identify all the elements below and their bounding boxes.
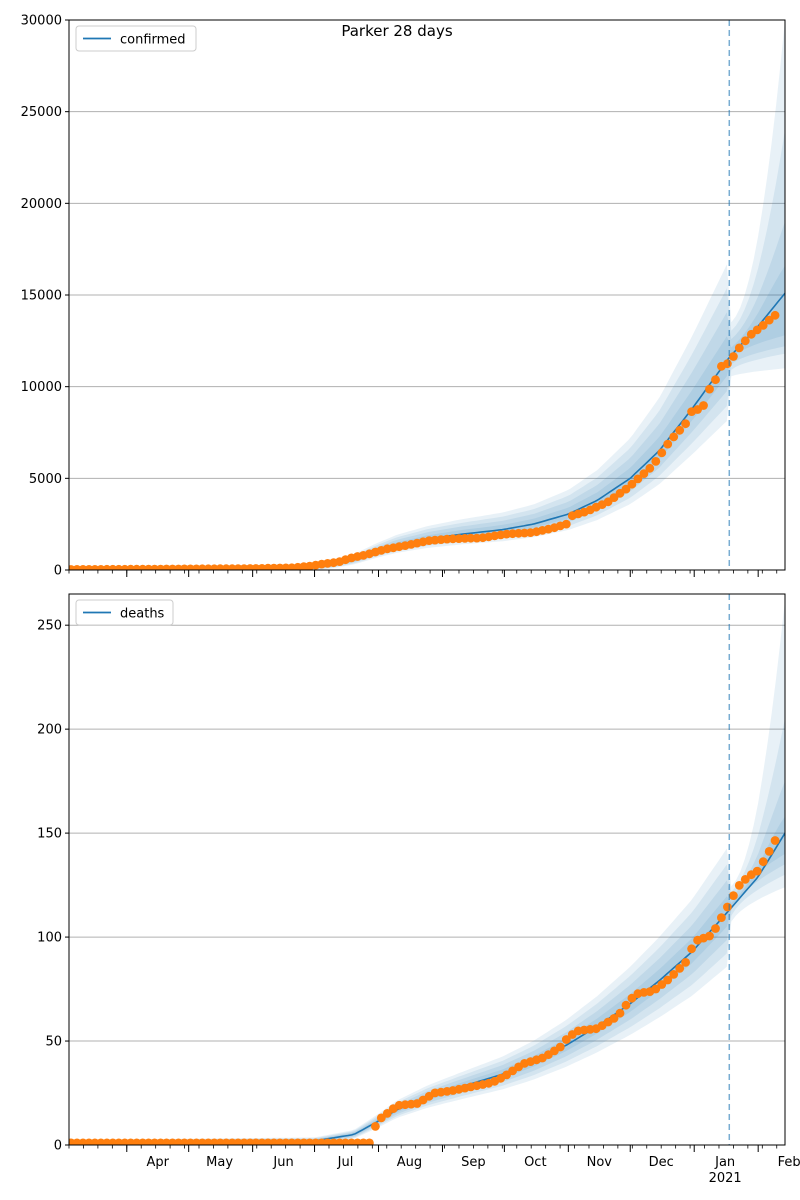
deaths-axes-frame xyxy=(68,593,786,1146)
xtick-label-8: Dec xyxy=(649,1155,674,1170)
deaths-legend: deaths xyxy=(75,599,174,626)
confirmed-observed-point-111 xyxy=(729,352,738,361)
deaths-observed-point-103 xyxy=(681,958,690,967)
deaths-observed-point-50 xyxy=(365,1138,374,1145)
confirmed-observed-point-112 xyxy=(734,343,744,353)
xtick-label-2: Jun xyxy=(272,1155,293,1170)
deaths-observed-point-104 xyxy=(687,944,696,954)
deaths-confidence-band-0 xyxy=(69,600,785,1145)
deaths-observed-point-52 xyxy=(376,1113,386,1123)
deaths-ytick-label-1: 50 xyxy=(45,1035,62,1050)
confirmed-observed-point-97 xyxy=(645,463,655,473)
deaths-chart-panel: 0 50 100 150 200 250 Apr May Jun Jul Aug Sep Oct Nov D… xyxy=(37,593,800,1186)
xtick-label-0: Apr xyxy=(146,1155,169,1170)
confirmed-chart-panel: 0 5000 10000 15000 20000 25000 30000 confirmed xyxy=(21,14,786,579)
deaths-ytick-label-4: 200 xyxy=(37,723,62,738)
deaths-observed-point-107 xyxy=(705,931,714,941)
confirmed-confidence-band-2 xyxy=(69,221,785,570)
confirmed-observed-point-83 xyxy=(561,519,571,529)
confirmed-observed-point-115 xyxy=(752,325,762,335)
confirmed-observed-point-99 xyxy=(657,448,667,458)
confirmed-observed-point-94 xyxy=(627,479,637,489)
confirmed-observed-point-117 xyxy=(764,315,774,325)
confirmed-ytick-label-6: 30000 xyxy=(21,14,62,29)
confirmed-observed-point-96 xyxy=(639,469,649,478)
deaths-plot-area xyxy=(69,600,785,1145)
deaths-observed-point-91 xyxy=(609,1014,619,1023)
deaths-observed-point-110 xyxy=(723,902,732,912)
deaths-observed-point-118 xyxy=(770,836,780,845)
deaths-observed-point-108 xyxy=(711,924,720,933)
deaths-ytick-label-2: 100 xyxy=(37,931,62,946)
xtick-label-6: Oct xyxy=(524,1155,546,1170)
deaths-legend-label: deaths xyxy=(120,607,165,622)
confirmed-plot-area xyxy=(69,20,785,570)
deaths-observed-point-93 xyxy=(621,1000,631,1010)
xtick-label-3: Jul xyxy=(337,1155,354,1170)
confirmed-confidence-band-3 xyxy=(69,265,785,570)
confirmed-observed-point-116 xyxy=(758,321,768,330)
xtick-year-label: 2021 xyxy=(709,1171,742,1186)
confirmed-observed-point-100 xyxy=(663,439,673,449)
xtick-label-7: Nov xyxy=(587,1155,613,1170)
xtick-label-10: Feb xyxy=(778,1155,800,1170)
confirmed-observed-point-93 xyxy=(621,484,631,494)
confirmed-legend-label: confirmed xyxy=(120,33,186,48)
deaths-legend-box xyxy=(75,599,174,626)
deaths-ytick-label-0: 0 xyxy=(54,1139,62,1154)
deaths-ytick-label-3: 150 xyxy=(37,827,62,842)
confirmed-observed-point-110 xyxy=(723,359,732,369)
confirmed-observed-point-98 xyxy=(651,457,661,466)
confirmed-observed-point-108 xyxy=(711,375,720,385)
figure-title: Parker 28 days xyxy=(341,22,452,40)
confirmed-ytick-label-2: 10000 xyxy=(21,380,62,395)
confirmed-ytick-label-1: 5000 xyxy=(29,472,62,487)
deaths-observed-point-116 xyxy=(758,857,768,867)
confirmed-ytick-label-5: 25000 xyxy=(21,105,62,120)
deaths-observed-point-115 xyxy=(752,866,762,876)
confirmed-observed-point-95 xyxy=(633,474,643,484)
xtick-label-1: May xyxy=(206,1155,233,1170)
xtick-label-9: Jan xyxy=(714,1155,735,1170)
deaths-observed-point-112 xyxy=(734,881,744,890)
confirmed-confidence-band-1 xyxy=(69,130,785,570)
deaths-observed-point-82 xyxy=(555,1042,565,1052)
confirmed-observed-point-118 xyxy=(770,310,780,320)
xtick-label-5: Sep xyxy=(461,1155,486,1170)
deaths-observed-point-101 xyxy=(669,970,679,979)
deaths-confidence-band-1 xyxy=(69,718,785,1145)
deaths-observed-point-98 xyxy=(651,984,661,994)
confirmed-observed-point-107 xyxy=(705,384,714,394)
deaths-observed-point-53 xyxy=(382,1109,392,1118)
deaths-observed-point-92 xyxy=(615,1008,625,1018)
confirmed-observed-point-106 xyxy=(699,401,708,410)
confirmed-observed-point-103 xyxy=(681,419,690,429)
deaths-observed-point-100 xyxy=(663,975,673,985)
xtick-label-4: Aug xyxy=(397,1155,422,1170)
deaths-observed-point-94 xyxy=(627,993,637,1003)
deaths-observed-point-113 xyxy=(740,875,750,884)
deaths-ytick-label-5: 250 xyxy=(37,619,62,634)
confirmed-ytick-label-0: 0 xyxy=(54,564,62,579)
deaths-observed-point-102 xyxy=(675,964,685,973)
deaths-observed-point-117 xyxy=(764,847,774,856)
deaths-observed-point-83 xyxy=(561,1035,571,1044)
confirmed-legend-box xyxy=(75,25,197,52)
deaths-observed-point-111 xyxy=(729,891,738,900)
deaths-observed-point-51 xyxy=(371,1122,380,1131)
confirmed-ytick-label-4: 20000 xyxy=(21,197,62,212)
confirmed-legend: confirmed xyxy=(75,25,197,52)
confirmed-observed-point-101 xyxy=(669,432,679,442)
confirmed-observed-point-102 xyxy=(675,425,685,435)
deaths-observed-point-109 xyxy=(717,913,726,922)
confirmed-ytick-label-3: 15000 xyxy=(21,289,62,304)
confirmed-observed-point-113 xyxy=(740,336,750,346)
